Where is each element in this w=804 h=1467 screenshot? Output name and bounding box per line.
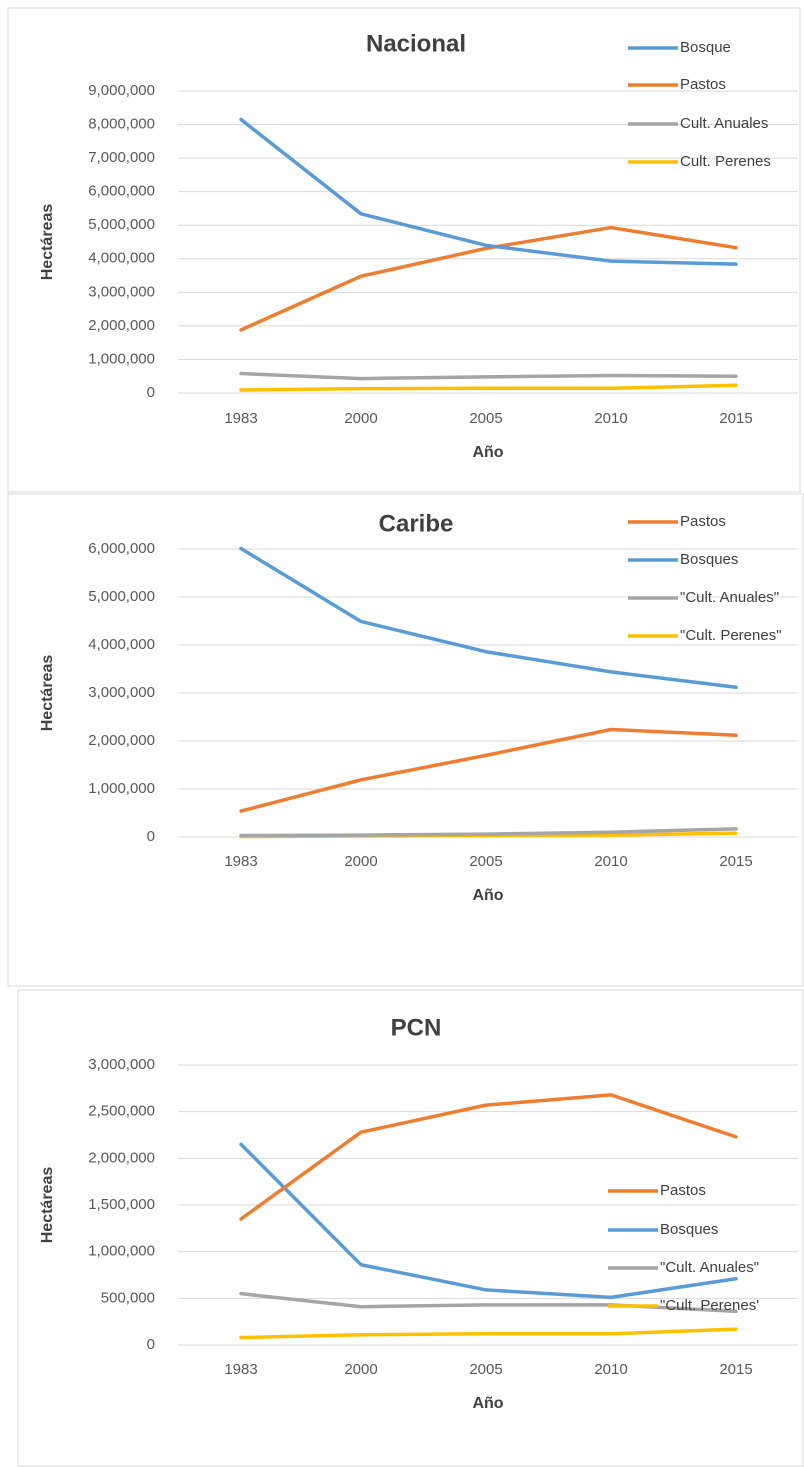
series-line <box>239 1142 738 1300</box>
chart-title: Caribe <box>379 510 454 537</box>
x-tick-label: 1983 <box>224 853 257 870</box>
legend-label: "Cult. Anuales" <box>660 1259 759 1276</box>
chart: Caribe 0 1,000,000 2,000,000 3,000,000 4,000,… <box>7 493 804 987</box>
chart-frame <box>17 989 804 1467</box>
x-tick-label: 2000 <box>344 853 377 870</box>
legend-label: Pastos <box>660 1182 706 1199</box>
series-line <box>239 383 738 392</box>
y-tick-label: 3,000,000 <box>88 283 155 300</box>
y-tick-label: 5,000,000 <box>88 588 155 605</box>
series-line <box>239 371 738 381</box>
x-axis-title: Año <box>472 887 503 904</box>
x-tick-label: 2005 <box>469 853 502 870</box>
y-tick-label: 1,000,000 <box>88 1243 155 1260</box>
x-tick-label: 2005 <box>469 410 502 427</box>
y-tick-label: 3,000,000 <box>88 1056 155 1073</box>
y-tick-label: 2,000,000 <box>88 1149 155 1166</box>
legend-label: Cult. Perenes <box>680 153 771 170</box>
y-tick-label: 0 <box>147 384 155 401</box>
y-tick-label: 7,000,000 <box>88 149 155 166</box>
chart-title: PCN <box>391 1014 442 1041</box>
chart-frame <box>7 493 804 987</box>
y-tick-label: 4,000,000 <box>88 250 155 267</box>
y-tick-label: 4,000,000 <box>88 636 155 653</box>
y-tick-label: 2,500,000 <box>88 1103 155 1120</box>
legend-label: Bosques <box>680 551 738 568</box>
x-tick-label: 2010 <box>594 853 627 870</box>
y-axis-title: Hectáreas <box>39 1167 56 1244</box>
legend-label: Cult. Anuales <box>680 115 768 132</box>
y-tick-label: 1,000,000 <box>88 350 155 367</box>
x-axis-title: Año <box>472 1395 503 1412</box>
x-tick-label: 2005 <box>469 1361 502 1378</box>
y-tick-label: 6,000,000 <box>88 540 155 557</box>
legend-label: "Cult. Perenes' <box>660 1297 759 1314</box>
series-line <box>239 225 738 332</box>
series-line <box>239 727 738 813</box>
y-tick-label: 3,000,000 <box>88 684 155 701</box>
legend-label: Bosque <box>680 39 731 56</box>
y-tick-label: 0 <box>147 1336 155 1353</box>
x-tick-label: 1983 <box>224 1361 257 1378</box>
series-line <box>239 1327 738 1340</box>
y-tick-label: 8,000,000 <box>88 116 155 133</box>
legend-label: Pastos <box>680 513 726 530</box>
y-tick-label: 1,000,000 <box>88 780 155 797</box>
x-tick-label: 2000 <box>344 410 377 427</box>
y-tick-label: 2,000,000 <box>88 317 155 334</box>
x-tick-label: 2010 <box>594 410 627 427</box>
x-tick-label: 2010 <box>594 1361 627 1378</box>
series-line <box>239 546 738 689</box>
y-tick-label: 1,500,000 <box>88 1196 155 1213</box>
legend-label: "Cult. Anuales" <box>680 589 779 606</box>
chart: Nacional 0 1,000,000 2,000,000 3,000,000 4,00… <box>7 7 801 493</box>
x-axis-title: Año <box>472 444 503 461</box>
y-tick-label: 6,000,000 <box>88 183 155 200</box>
x-tick-label: 1983 <box>224 410 257 427</box>
legend-label: Pastos <box>680 76 726 93</box>
chart-frame <box>7 7 801 493</box>
legend-label: Bosques <box>660 1221 718 1238</box>
y-tick-label: 2,000,000 <box>88 732 155 749</box>
x-tick-label: 2015 <box>719 853 752 870</box>
y-axis-title: Hectáreas <box>39 204 56 281</box>
x-tick-label: 2000 <box>344 1361 377 1378</box>
y-tick-label: 0 <box>147 828 155 845</box>
y-tick-label: 9,000,000 <box>88 82 155 99</box>
y-tick-label: 5,000,000 <box>88 216 155 233</box>
series-line <box>239 117 738 266</box>
x-tick-label: 2015 <box>719 1361 752 1378</box>
series-line <box>239 1093 738 1221</box>
series-line <box>239 827 738 838</box>
legend-label: "Cult. Perenes" <box>680 627 782 644</box>
x-tick-label: 2015 <box>719 410 752 427</box>
chart: PCN 0 500,000 1,000,000 1,500,000 2,000,000 2,… <box>17 989 804 1467</box>
chart-title: Nacional <box>366 30 466 57</box>
y-axis-title: Hectáreas <box>39 655 56 732</box>
y-tick-label: 500,000 <box>101 1289 155 1306</box>
